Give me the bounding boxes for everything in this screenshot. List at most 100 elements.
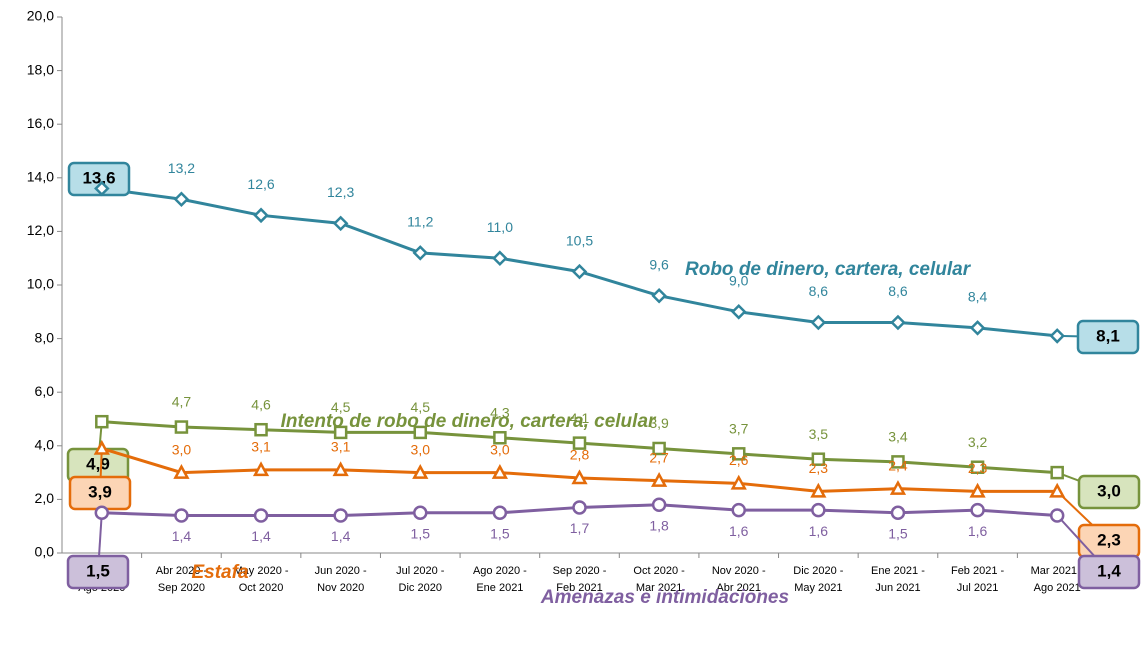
data-label: 3,1 — [251, 439, 271, 455]
data-label: 13,2 — [168, 160, 195, 176]
data-label: 3,0 — [411, 441, 431, 457]
marker — [413, 505, 428, 521]
data-label: 9,6 — [649, 256, 669, 272]
marker — [571, 263, 588, 280]
marker — [492, 250, 508, 266]
callout-box — [1077, 474, 1141, 510]
marker — [254, 422, 268, 437]
data-label: 4,5 — [411, 399, 431, 415]
series-name: Estafa — [191, 562, 248, 583]
series-name: Robo de dinero, cartera, celular — [685, 259, 972, 280]
data-label: 1,6 — [968, 523, 988, 539]
y-tick-label: 2,0 — [35, 490, 55, 506]
marker — [412, 245, 429, 261]
x-tick-label: Sep 2020 — [158, 582, 205, 594]
marker — [492, 505, 508, 521]
data-label: 4,6 — [251, 396, 271, 412]
marker — [730, 474, 747, 490]
data-label: 1,7 — [570, 520, 590, 536]
y-tick-label: 20,0 — [27, 8, 54, 24]
data-label: 1,5 — [490, 526, 510, 542]
y-tick-label: 16,0 — [27, 115, 54, 131]
x-tick-label: Mar 2021 — [636, 582, 682, 594]
marker — [174, 420, 189, 434]
data-label: 3,0 — [1097, 481, 1121, 500]
data-label: 4,1 — [570, 410, 590, 426]
marker — [890, 314, 906, 331]
data-label: 8,1 — [1096, 326, 1120, 345]
data-label: 3,7 — [729, 421, 749, 437]
data-label: 4,5 — [331, 399, 351, 415]
data-label: 1,4 — [172, 528, 192, 544]
y-tick-label: 0,0 — [35, 544, 55, 560]
data-label: 3,0 — [490, 441, 510, 457]
marker — [651, 497, 667, 513]
marker — [333, 425, 348, 440]
data-label: 4,3 — [490, 404, 510, 420]
marker — [651, 287, 667, 304]
x-tick-label: Dic 2020 — [399, 582, 442, 594]
x-tick-label: Abr 2021 — [716, 582, 761, 594]
callout-box — [1077, 554, 1141, 590]
data-label: 12,3 — [327, 184, 354, 200]
x-tick-label: Mar 2021 - — [1031, 565, 1085, 577]
marker — [1050, 465, 1064, 480]
callout-box — [67, 161, 131, 197]
series-name: Intento de robo de dinero, cartera, celu… — [281, 411, 657, 432]
data-label: 1,6 — [809, 523, 829, 539]
x-tick-label: Ago 2020 - — [473, 565, 527, 577]
x-tick-label: Ene 2021 — [476, 582, 523, 594]
marker — [1049, 508, 1065, 523]
marker — [333, 508, 348, 523]
data-label: 4,9 — [86, 454, 110, 473]
x-tick-label: Nov 2020 - — [712, 565, 766, 577]
data-label: 1,5 — [411, 526, 431, 542]
marker — [413, 425, 428, 440]
marker — [95, 414, 109, 429]
series-name: Amenazas e intimidaciones — [540, 587, 789, 608]
x-tick-label: Sep 2020 - — [553, 565, 607, 577]
x-tick-label: May 2021 — [794, 582, 842, 594]
data-label: 1,8 — [649, 517, 669, 533]
data-label: 2,8 — [570, 447, 590, 463]
data-label: 13,6 — [82, 168, 115, 187]
marker — [811, 452, 826, 466]
marker — [889, 480, 907, 495]
data-label: 3,9 — [649, 415, 669, 431]
data-label: 2,3 — [809, 460, 829, 476]
marker — [810, 314, 827, 331]
marker — [652, 441, 666, 456]
data-label: 12,6 — [247, 176, 274, 192]
callout-box — [66, 554, 130, 590]
y-tick-label: 10,0 — [27, 276, 54, 292]
marker — [174, 508, 189, 523]
data-label: 1,5 — [888, 526, 908, 542]
marker — [252, 461, 270, 477]
marker — [173, 463, 190, 479]
y-tick-label: 18,0 — [27, 61, 54, 77]
data-label: 10,5 — [566, 232, 593, 248]
marker — [412, 463, 429, 479]
marker — [493, 431, 507, 445]
data-label: 1,4 — [331, 528, 351, 544]
x-tick-label: Jun 2020 - — [315, 565, 367, 577]
marker — [572, 436, 587, 450]
marker — [94, 180, 110, 197]
x-tick-label: Ago 2021 — [1034, 582, 1081, 594]
data-label: 8,6 — [809, 283, 829, 299]
x-tick-label: Oct 2020 - — [633, 565, 685, 577]
data-label: 3,1 — [331, 439, 351, 455]
data-label: 4,7 — [172, 394, 192, 410]
marker — [572, 500, 587, 515]
data-label: 2,7 — [649, 449, 669, 465]
data-label: 8,6 — [888, 283, 908, 299]
x-tick-label: Dic 2020 - — [793, 565, 843, 577]
marker — [253, 508, 269, 523]
data-label: 1,4 — [1097, 561, 1121, 580]
x-tick-label: Abr 2020 - — [156, 565, 208, 577]
data-label: 3,9 — [88, 482, 112, 501]
data-label: 3,0 — [172, 441, 192, 457]
x-tick-label: May 2020 - — [234, 565, 289, 577]
marker — [94, 505, 110, 521]
